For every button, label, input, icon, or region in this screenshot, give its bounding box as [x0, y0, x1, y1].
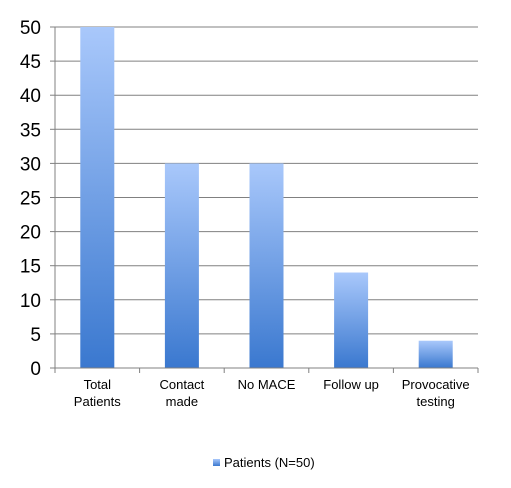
labels: 0 5 10 15 20 25 30 35 40 45 50 Total Patients Contact… — [20, 18, 470, 409]
legend-label: Patients (N=50) — [224, 455, 315, 470]
x-tick-label: Provocative testing — [402, 377, 470, 409]
bar — [418, 340, 453, 368]
legend-swatch — [213, 459, 220, 466]
y-tick-label: 50 — [20, 18, 41, 39]
bar — [334, 272, 369, 368]
y-tick-label: 45 — [20, 52, 41, 73]
x-tick-label: Total Patients — [74, 377, 121, 409]
y-tick-label: 5 — [30, 325, 41, 346]
bar — [249, 163, 284, 368]
axes — [50, 26, 479, 373]
y-tick-label: 40 — [20, 86, 41, 107]
legend: Patients (N=50) — [213, 455, 315, 470]
bar — [80, 27, 115, 368]
y-tick-label: 20 — [20, 223, 41, 244]
bars — [80, 27, 453, 368]
y-tick-label: 35 — [20, 120, 41, 141]
x-tick-label: Contact made — [159, 377, 204, 409]
y-tick-label: 15 — [20, 257, 41, 278]
y-tick-label: 25 — [20, 189, 41, 210]
y-tick-label: 10 — [20, 291, 41, 312]
y-tick-label: 0 — [30, 359, 41, 380]
y-tick-label: 30 — [20, 154, 41, 175]
x-tick-label: Follow up — [323, 377, 379, 392]
bar — [164, 163, 199, 368]
x-tick-label: No MACE — [238, 377, 296, 392]
